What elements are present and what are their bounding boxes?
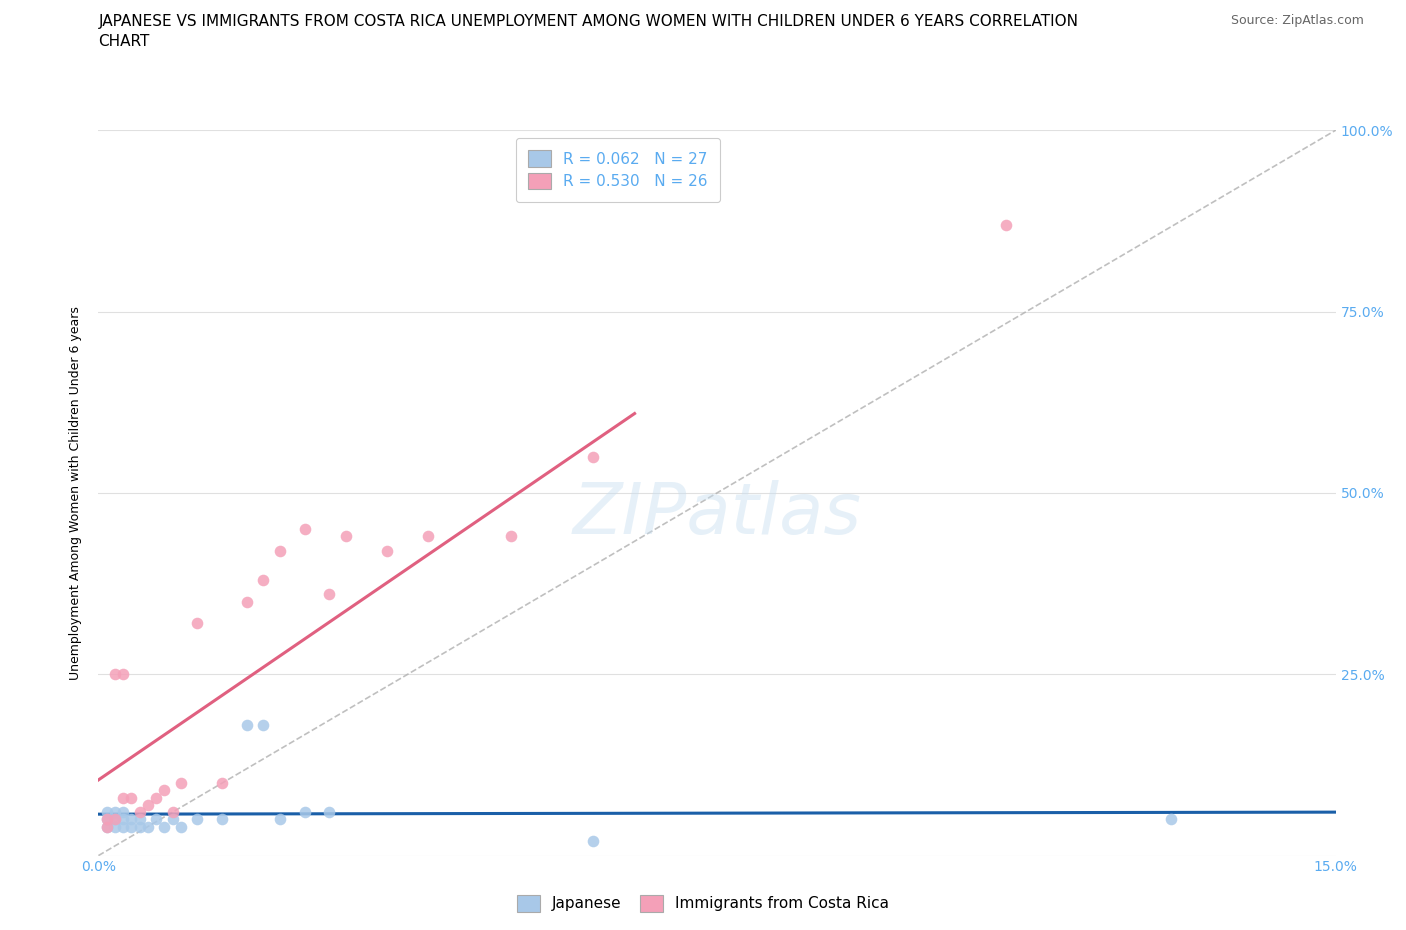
Point — [269, 812, 291, 827]
Point — [104, 804, 127, 819]
Point — [994, 217, 1017, 232]
Point — [211, 812, 233, 827]
Point — [120, 790, 142, 805]
Point — [128, 819, 150, 834]
Point — [318, 587, 340, 602]
Point — [128, 804, 150, 819]
Point — [170, 819, 193, 834]
Point — [252, 718, 274, 733]
Point — [112, 667, 135, 682]
Point — [96, 812, 118, 827]
Point — [269, 543, 291, 558]
Point — [136, 797, 159, 812]
Point — [136, 819, 159, 834]
Point — [335, 529, 357, 544]
Point — [145, 812, 167, 827]
Point — [104, 667, 127, 682]
Point — [96, 819, 118, 834]
Legend: R = 0.062   N = 27, R = 0.530   N = 26: R = 0.062 N = 27, R = 0.530 N = 26 — [516, 138, 720, 202]
Point — [96, 804, 118, 819]
Point — [418, 529, 440, 544]
Point — [294, 804, 316, 819]
Y-axis label: Unemployment Among Women with Children Under 6 years: Unemployment Among Women with Children U… — [69, 306, 83, 680]
Legend: Japanese, Immigrants from Costa Rica: Japanese, Immigrants from Costa Rica — [510, 889, 896, 918]
Point — [145, 790, 167, 805]
Text: Source: ZipAtlas.com: Source: ZipAtlas.com — [1230, 14, 1364, 27]
Point — [96, 819, 118, 834]
Point — [120, 819, 142, 834]
Point — [162, 812, 184, 827]
Point — [104, 812, 127, 827]
Point — [112, 790, 135, 805]
Point — [104, 819, 127, 834]
Point — [499, 529, 522, 544]
Point — [582, 833, 605, 848]
Point — [162, 804, 184, 819]
Point — [128, 812, 150, 827]
Point — [236, 718, 259, 733]
Point — [153, 783, 176, 798]
Point — [375, 543, 398, 558]
Text: ZIPatlas: ZIPatlas — [572, 480, 862, 549]
Point — [252, 573, 274, 588]
Point — [211, 776, 233, 790]
Point — [104, 812, 127, 827]
Point — [153, 819, 176, 834]
Point — [186, 812, 208, 827]
Point — [112, 804, 135, 819]
Point — [112, 819, 135, 834]
Point — [318, 804, 340, 819]
Point — [236, 594, 259, 609]
Point — [1160, 812, 1182, 827]
Point — [294, 522, 316, 537]
Text: CHART: CHART — [98, 34, 150, 49]
Point — [170, 776, 193, 790]
Point — [112, 812, 135, 827]
Point — [120, 812, 142, 827]
Point — [186, 616, 208, 631]
Point — [96, 812, 118, 827]
Text: JAPANESE VS IMMIGRANTS FROM COSTA RICA UNEMPLOYMENT AMONG WOMEN WITH CHILDREN UN: JAPANESE VS IMMIGRANTS FROM COSTA RICA U… — [98, 14, 1078, 29]
Point — [582, 449, 605, 464]
